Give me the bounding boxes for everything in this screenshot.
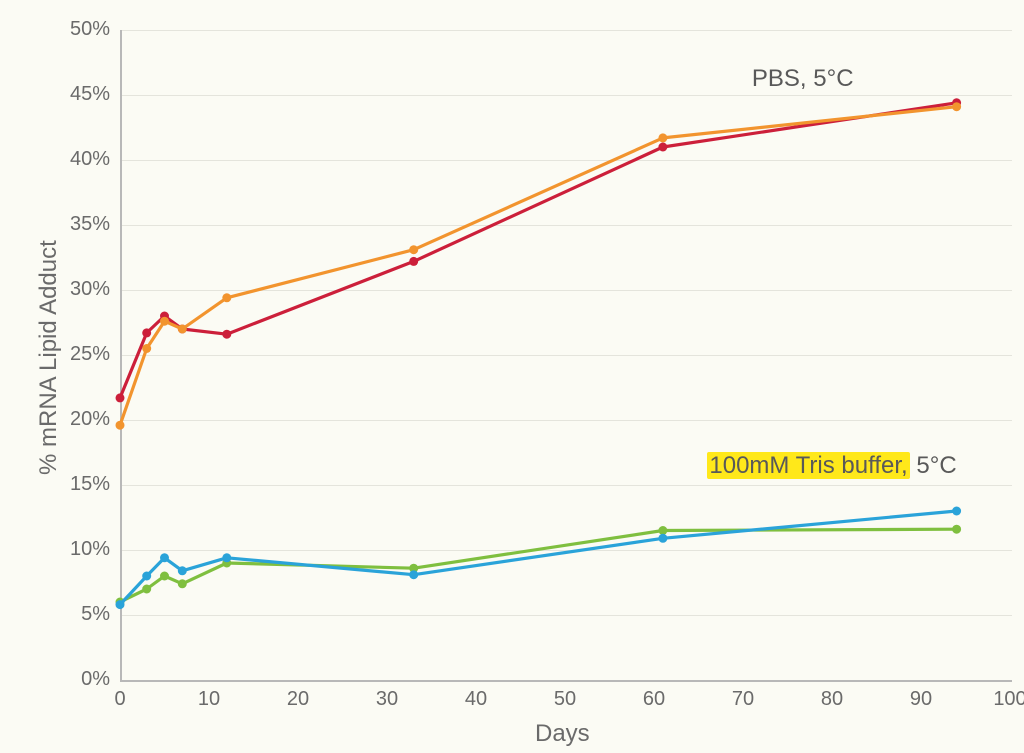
series-point — [160, 572, 169, 581]
series-point — [222, 330, 231, 339]
series-point — [658, 143, 667, 152]
series-point — [952, 507, 961, 516]
series-point — [116, 393, 125, 402]
series-point — [142, 572, 151, 581]
series-line — [120, 529, 957, 602]
series-line — [120, 511, 957, 605]
series-point — [142, 585, 151, 594]
series-point — [178, 579, 187, 588]
series-point — [658, 133, 667, 142]
series-line — [120, 103, 957, 398]
series-point — [658, 526, 667, 535]
series-point — [952, 525, 961, 534]
chart-canvas: % mRNA Lipid Adduct Days 0%5%10%15%20%25… — [0, 0, 1024, 753]
series-point — [409, 245, 418, 254]
annotation-tris-label: 100mM Tris buffer, 5°C — [707, 452, 956, 480]
series-point — [116, 421, 125, 430]
series-point — [952, 102, 961, 111]
series-point — [409, 570, 418, 579]
series-point — [658, 534, 667, 543]
annotation-text: 5°C — [910, 452, 957, 479]
series-point — [222, 293, 231, 302]
series-point — [178, 325, 187, 334]
series-point — [222, 553, 231, 562]
series-point — [409, 257, 418, 266]
annotation-pbs-label: PBS, 5°C — [752, 65, 854, 93]
series-point — [116, 600, 125, 609]
series-line — [120, 107, 957, 426]
series-point — [160, 317, 169, 326]
series-point — [142, 344, 151, 353]
annotation-highlight: 100mM Tris buffer, — [707, 452, 909, 479]
series-svg — [0, 0, 1024, 753]
annotation-text: PBS, 5°C — [752, 65, 854, 92]
series-point — [142, 328, 151, 337]
series-point — [178, 566, 187, 575]
series-point — [160, 553, 169, 562]
